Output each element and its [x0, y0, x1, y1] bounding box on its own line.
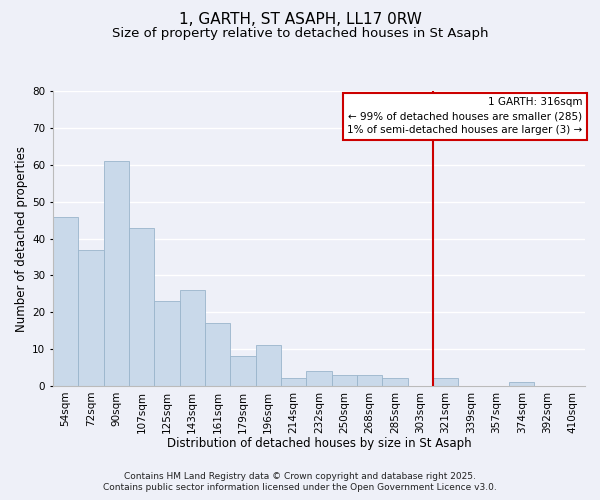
Bar	[205, 324, 230, 386]
Text: 1, GARTH, ST ASAPH, LL17 0RW: 1, GARTH, ST ASAPH, LL17 0RW	[179, 12, 421, 28]
Bar	[179, 290, 205, 386]
Bar	[306, 371, 332, 386]
Bar	[332, 375, 357, 386]
Text: 1 GARTH: 316sqm
← 99% of detached houses are smaller (285)
1% of semi-detached h: 1 GARTH: 316sqm ← 99% of detached houses…	[347, 98, 583, 136]
Y-axis label: Number of detached properties: Number of detached properties	[15, 146, 28, 332]
Text: Contains HM Land Registry data © Crown copyright and database right 2025.
Contai: Contains HM Land Registry data © Crown c…	[103, 472, 497, 492]
Bar	[382, 378, 407, 386]
Bar	[104, 162, 129, 386]
Bar	[154, 301, 179, 386]
Bar	[281, 378, 306, 386]
Text: Size of property relative to detached houses in St Asaph: Size of property relative to detached ho…	[112, 28, 488, 40]
Bar	[129, 228, 154, 386]
Bar	[53, 216, 78, 386]
Bar	[256, 346, 281, 386]
Bar	[357, 375, 382, 386]
Bar	[509, 382, 535, 386]
X-axis label: Distribution of detached houses by size in St Asaph: Distribution of detached houses by size …	[167, 437, 471, 450]
Bar	[433, 378, 458, 386]
Bar	[78, 250, 104, 386]
Bar	[230, 356, 256, 386]
